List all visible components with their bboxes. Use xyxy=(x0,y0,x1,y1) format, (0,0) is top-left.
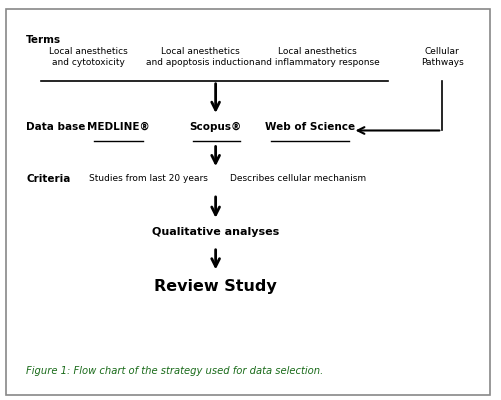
Text: Data base: Data base xyxy=(26,122,86,132)
Text: Local anesthetics
and inflammatory response: Local anesthetics and inflammatory respo… xyxy=(256,47,380,67)
Text: Local anesthetics
and cytotoxicity: Local anesthetics and cytotoxicity xyxy=(49,47,128,67)
Text: Cellular
Pathways: Cellular Pathways xyxy=(421,47,464,67)
Text: Terms: Terms xyxy=(26,35,62,45)
Text: MEDLINE®: MEDLINE® xyxy=(87,122,150,132)
Text: Scopus®: Scopus® xyxy=(189,122,242,132)
Text: Figure 1: Flow chart of the strategy used for data selection.: Figure 1: Flow chart of the strategy use… xyxy=(26,366,324,376)
Text: Local anesthetics
and apoptosis induction: Local anesthetics and apoptosis inductio… xyxy=(146,47,255,67)
Text: Criteria: Criteria xyxy=(26,174,71,184)
Text: Review Study: Review Study xyxy=(154,280,277,294)
Text: Qualitative analyses: Qualitative analyses xyxy=(152,227,279,237)
Text: Describes cellular mechanism: Describes cellular mechanism xyxy=(230,174,366,183)
Text: Studies from last 20 years: Studies from last 20 years xyxy=(89,174,208,183)
Text: Web of Science: Web of Science xyxy=(265,122,355,132)
